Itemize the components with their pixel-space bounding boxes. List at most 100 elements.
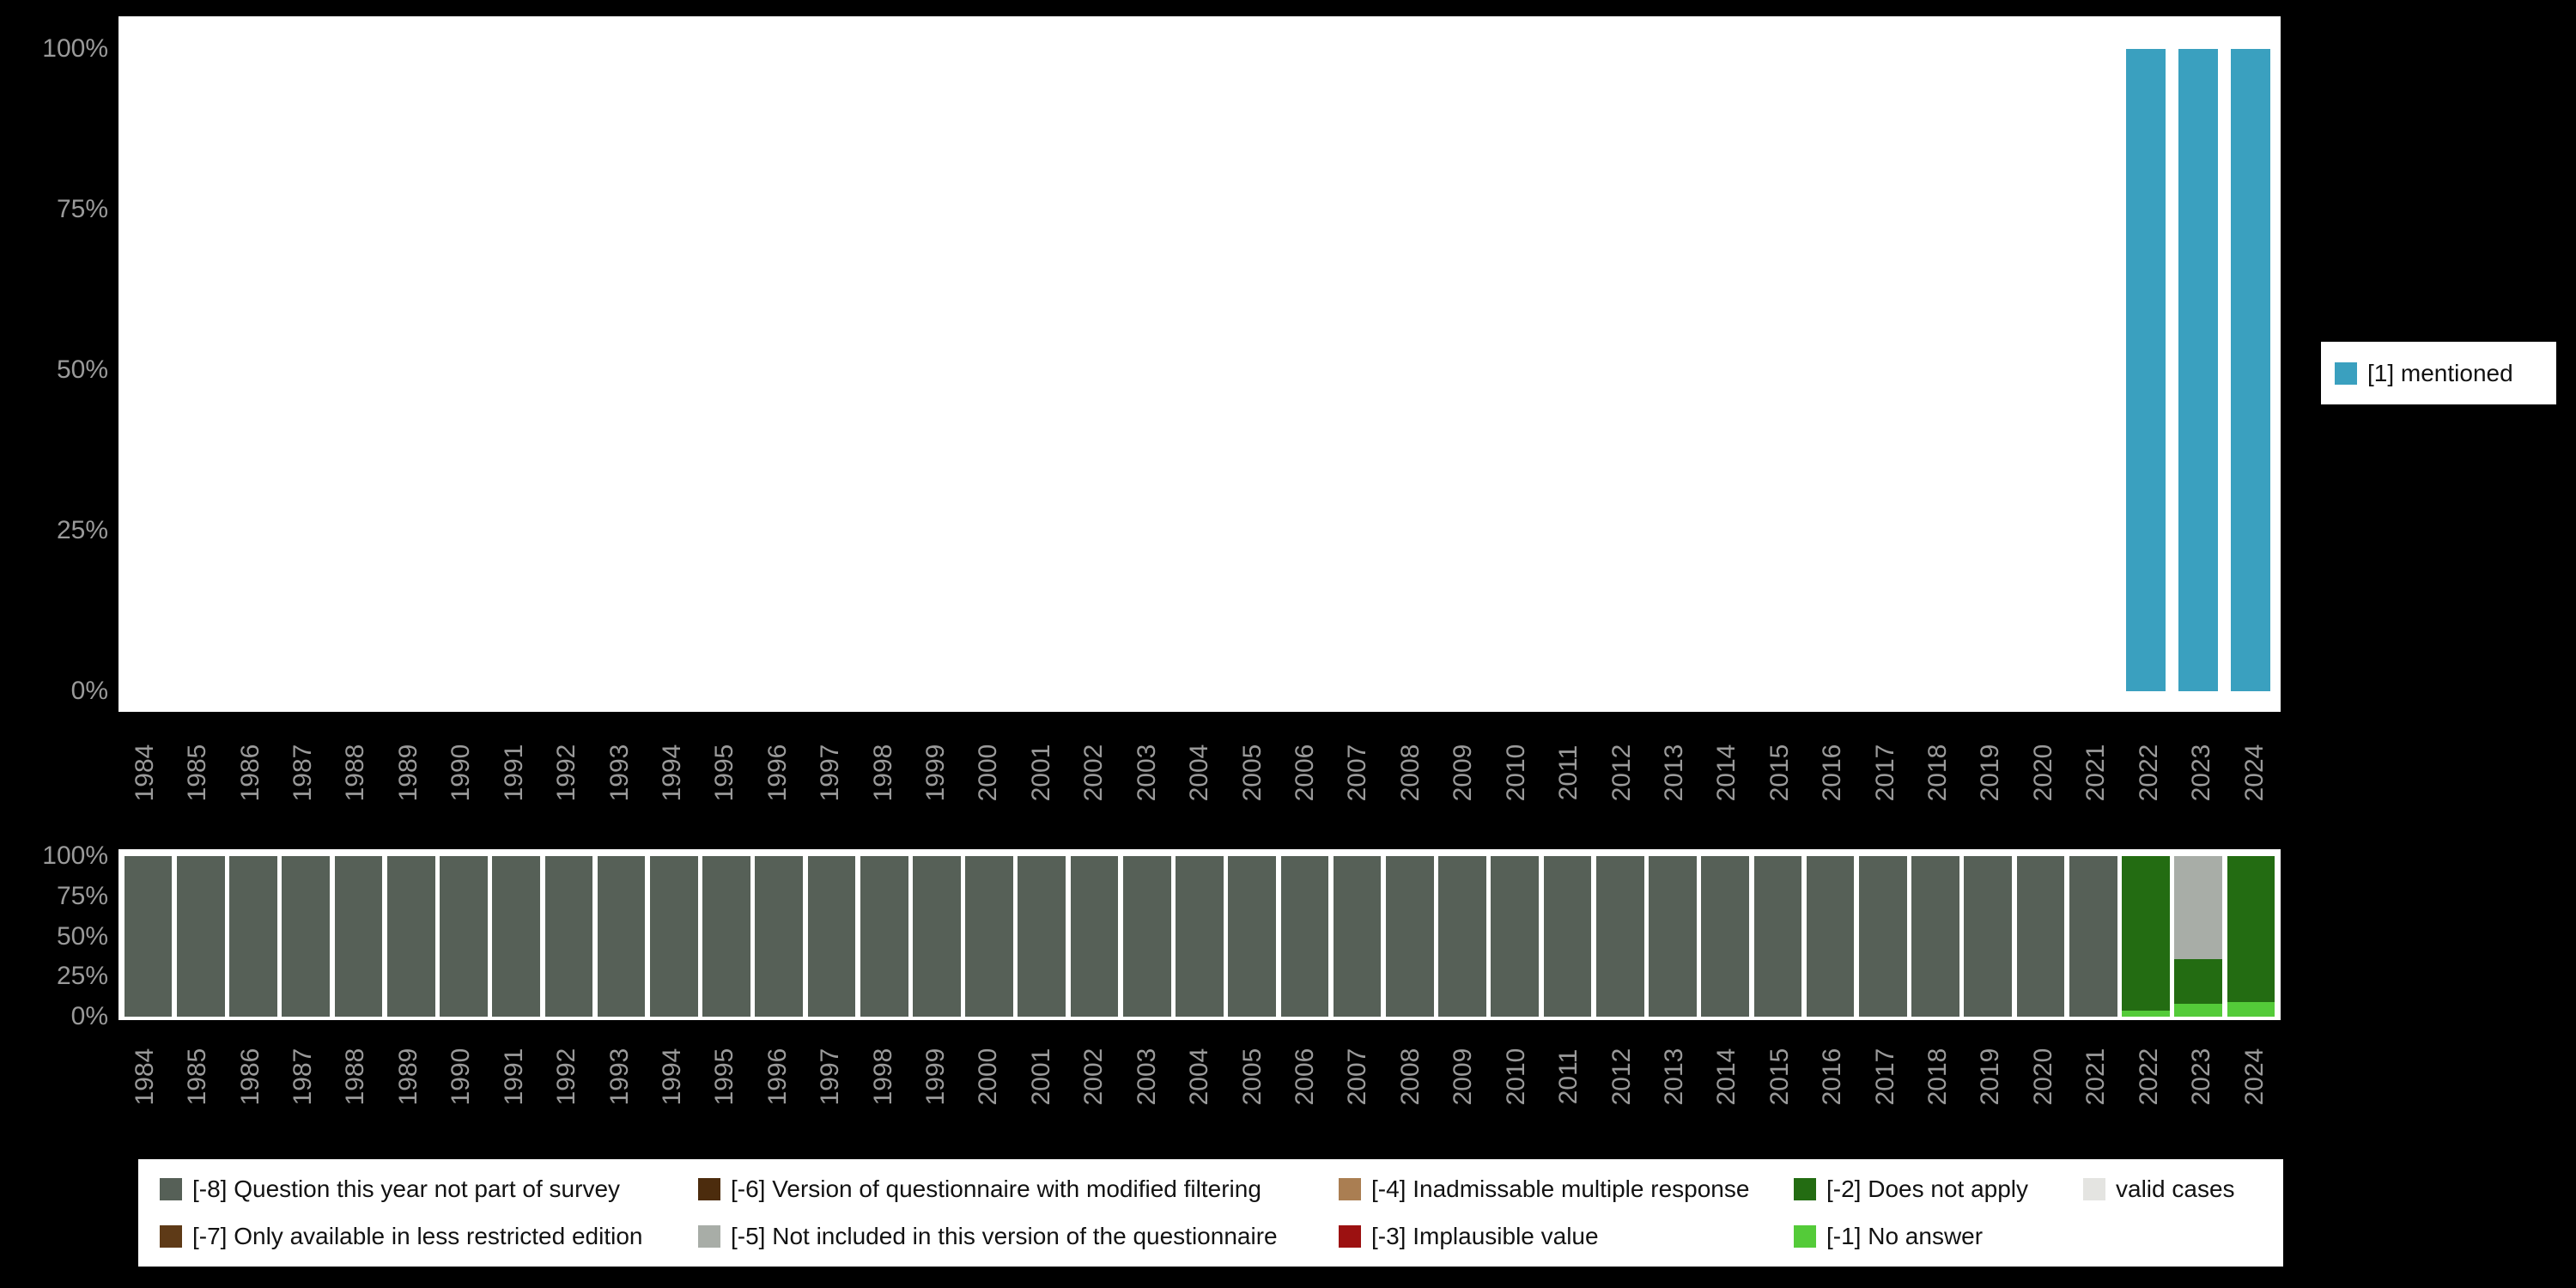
bar-slot-1993	[595, 49, 647, 691]
x-tick-2012: 2012	[1595, 1027, 1648, 1126]
bar-1992	[544, 856, 593, 1017]
bar-1997	[807, 856, 856, 1017]
legend-item: [-7] Only available in less restricted e…	[160, 1223, 698, 1250]
x-tick-label: 2007	[1343, 1048, 1372, 1105]
bar-segment	[1176, 856, 1224, 1017]
bar-1993	[597, 856, 646, 1017]
legend-label: [1] mentioned	[2367, 359, 2513, 386]
bar-slot-2006	[1279, 856, 1331, 1017]
x-tick-label: 1987	[288, 744, 317, 802]
bar-slot-2009	[1436, 49, 1488, 691]
x-tick-label: 2020	[2028, 744, 2057, 802]
x-tick-1993: 1993	[593, 1027, 646, 1126]
bar-slot-1984	[122, 856, 174, 1017]
bar-slot-2024	[2225, 856, 2277, 1017]
bar-1994	[654, 49, 694, 691]
bar-1992	[549, 49, 588, 691]
bar-slot-1986	[227, 856, 279, 1017]
bar-1990	[440, 856, 488, 1017]
bar-2008	[1390, 49, 1430, 691]
bar-slot-2003	[1121, 49, 1173, 691]
bar-1987	[286, 49, 325, 691]
bar-slot-1994	[647, 856, 700, 1017]
x-tick-2005: 2005	[1226, 1027, 1279, 1126]
x-tick-label: 2022	[2134, 1048, 2163, 1105]
bar-slot-1992	[543, 856, 595, 1017]
x-tick-label: 1991	[499, 1048, 528, 1105]
bar-2004	[1180, 49, 1219, 691]
x-tick-label: 1994	[657, 744, 686, 802]
bar-slot-1987	[280, 49, 332, 691]
legend-swatch-icon	[1794, 1178, 1816, 1201]
bar-2014	[1701, 856, 1750, 1017]
bar-1991	[496, 49, 536, 691]
bar-slot-1999	[910, 856, 963, 1017]
bar-slot-2004	[1173, 49, 1225, 691]
legend-label: [-7] Only available in less restricted e…	[192, 1222, 643, 1249]
bar-segment	[1753, 856, 1802, 1017]
bar-slot-2019	[1962, 856, 2014, 1017]
x-tick-2006: 2006	[1279, 721, 1331, 824]
bar-segment	[176, 856, 225, 1017]
bar-slot-2011	[1541, 49, 1594, 691]
x-tick-label: 2006	[1290, 744, 1319, 802]
bar-2014	[1705, 49, 1745, 691]
x-tick-2022: 2022	[2123, 1027, 2175, 1126]
bar-2003	[1122, 856, 1171, 1017]
x-tick-1987: 1987	[276, 721, 329, 824]
legend-label: [-4] Inadmissable multiple response	[1371, 1176, 1750, 1203]
x-tick-2017: 2017	[1859, 1027, 1911, 1126]
x-tick-label: 2019	[1976, 744, 2005, 802]
x-tick-label: 2017	[1870, 744, 1899, 802]
x-tick-2019: 2019	[1965, 1027, 2017, 1126]
x-tick-label: 2010	[1501, 1048, 1530, 1105]
bar-segment	[755, 856, 804, 1017]
legend-item: valid cases	[2083, 1176, 2283, 1203]
x-tick-2014: 2014	[1701, 721, 1753, 824]
bar-2024	[2227, 856, 2275, 1017]
x-tick-2023: 2023	[2175, 1027, 2227, 1126]
bar-segment	[440, 856, 488, 1017]
x-tick-2022: 2022	[2123, 721, 2175, 824]
bar-segment	[1543, 856, 1592, 1017]
bar-segment	[597, 856, 646, 1017]
legend-swatch-icon	[1339, 1224, 1361, 1248]
x-tick-2008: 2008	[1384, 721, 1437, 824]
bar-slot-2015	[1752, 856, 1804, 1017]
x-tick-label: 1992	[552, 1048, 581, 1105]
bar-slot-2012	[1594, 49, 1646, 691]
x-tick-label: 1986	[235, 744, 264, 802]
x-tick-label: 2011	[1554, 1048, 1583, 1104]
bars-area	[122, 49, 2277, 691]
bar-2019	[1964, 856, 2013, 1017]
x-tick-label: 1990	[447, 744, 476, 802]
x-tick-label: 2010	[1501, 744, 1530, 802]
bar-2007	[1333, 856, 1382, 1017]
legend-swatch-icon	[2083, 1178, 2105, 1201]
x-tick-label: 2018	[1923, 744, 1953, 802]
bar-2023	[2178, 49, 2219, 691]
x-tick-label: 2005	[1237, 744, 1267, 802]
bar-2012	[1595, 856, 1644, 1017]
bar-2022	[2125, 49, 2166, 691]
x-tick-2008: 2008	[1384, 1027, 1437, 1126]
y-tick-label: 0%	[70, 677, 108, 705]
bar-slot-2011	[1541, 856, 1594, 1017]
bar-slot-2018	[1909, 856, 1961, 1017]
bar-segment	[386, 856, 435, 1017]
x-tick-1986: 1986	[224, 1027, 276, 1126]
bar-1995	[702, 856, 750, 1017]
x-tick-2004: 2004	[1173, 1027, 1225, 1126]
x-tick-label: 2023	[2187, 744, 2216, 802]
x-tick-label: 1996	[762, 1048, 792, 1105]
bar-slot-2014	[1699, 856, 1752, 1017]
bar-2017	[1858, 856, 1907, 1017]
legend-label: [-2] Does not apply	[1826, 1176, 2029, 1203]
x-tick-label: 1992	[552, 744, 581, 802]
bar-2013	[1653, 49, 1692, 691]
bar-1989	[386, 856, 435, 1017]
bar-2000	[969, 49, 1009, 691]
x-tick-1992: 1992	[540, 721, 592, 824]
x-tick-label: 2023	[2187, 1048, 2216, 1105]
x-tick-label: 2004	[1185, 1048, 1214, 1105]
